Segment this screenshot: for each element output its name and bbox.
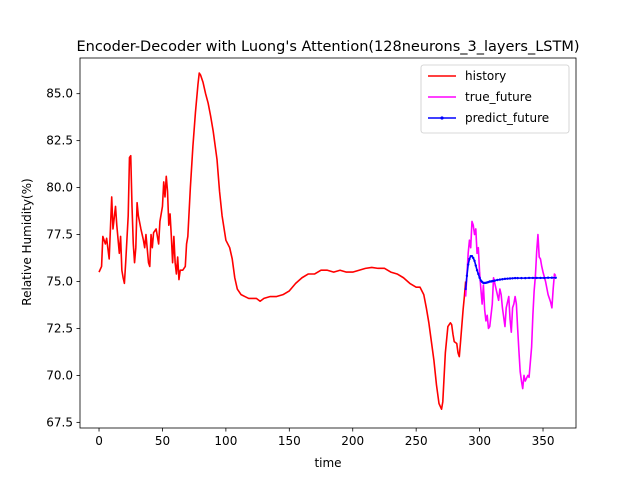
legend-item-predict-future: predict_future [428,111,549,125]
legend-label: true_future [465,90,532,104]
series-true-future [464,220,557,390]
series-history [98,72,467,411]
data-point [546,276,550,279]
series-predict-future [464,254,557,291]
y-tick-label: 77.5 [46,228,73,242]
x-tick-label: 0 [95,434,103,448]
data-point [511,277,514,280]
data-point [466,263,470,266]
x-tick-label: 150 [278,434,301,448]
data-point [470,254,474,258]
data-point [474,264,477,267]
data-point [477,272,480,276]
x-tick-label: 300 [468,434,491,448]
data-point [539,276,542,280]
data-point [550,276,554,279]
legend-marker [440,116,444,120]
data-point [554,276,557,279]
x-tick-label: 250 [405,434,428,448]
y-tick-label: 67.5 [46,415,73,429]
y-axis-label: Relative Humidity(%) [20,178,34,305]
data-point [513,276,517,280]
plot-frame [79,57,577,429]
y-tick-label: 80.0 [46,181,73,195]
x-tick-label: 100 [214,434,237,448]
data-point [473,259,476,263]
x-axis-label: time [314,456,341,470]
series-layer [98,72,557,411]
y-tick-label: 75.0 [46,275,73,289]
legend-item-history: history [428,69,506,83]
data-point [468,257,471,261]
x-tick-label: 350 [532,434,555,448]
data-point [464,287,467,291]
legend-item-true-future: true_future [428,90,532,104]
series-line [464,220,557,390]
x-axis: 0 50 100 150 200 250 300 350 [95,428,554,448]
chart-title: Encoder-Decoder with Luong's Attention(1… [76,39,579,55]
data-point [465,274,469,278]
x-tick-label: 200 [341,434,364,448]
data-point [535,276,538,280]
y-tick-label: 70.0 [46,368,73,382]
legend-label: history [465,69,506,83]
data-point [496,278,499,282]
data-point [524,276,527,280]
data-point [531,276,535,280]
x-tick-label: 50 [155,434,170,448]
data-point [508,277,512,280]
data-point [503,277,507,281]
data-point [543,276,546,280]
legend-box [420,64,570,134]
y-tick-label: 72.5 [46,321,73,335]
legend-label: predict_future [465,111,549,125]
data-point [520,276,523,280]
y-tick-label: 82.5 [46,134,73,148]
data-point [516,276,519,280]
data-point [501,278,504,281]
legend: history true_future predict_future [420,64,570,134]
data-point [478,276,481,279]
series-line [98,72,467,411]
data-point [493,279,497,282]
data-point [475,269,479,272]
y-axis: 67.5 70.0 72.5 75.0 77.5 80.0 82.5 85.0 [46,87,80,429]
y-tick-label: 85.0 [46,87,73,101]
data-point [527,276,531,280]
data-point [506,277,509,280]
data-point [498,278,502,281]
data-point [472,256,475,260]
